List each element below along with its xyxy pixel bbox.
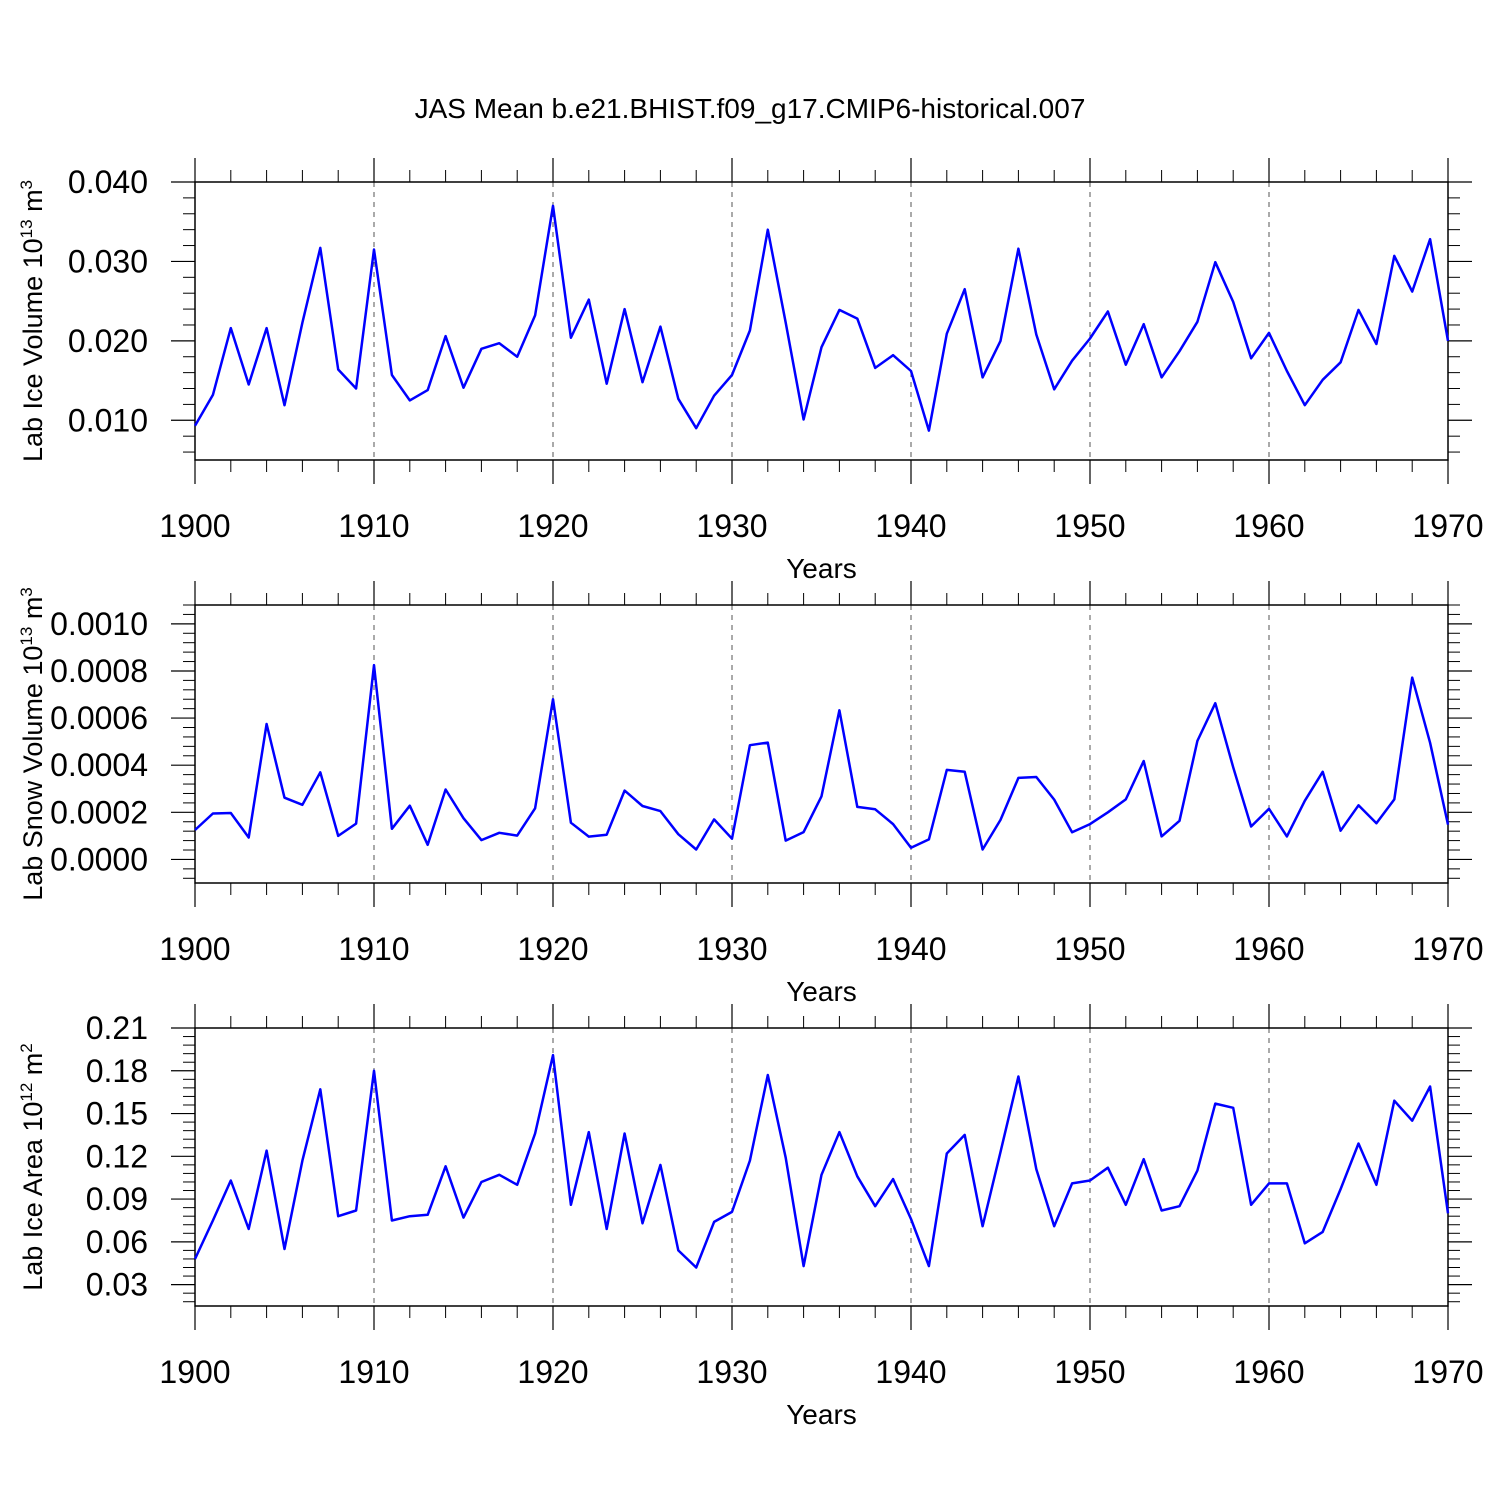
y-tick-label: 0.06: [86, 1224, 148, 1260]
plot-frame: [194, 1027, 1449, 1307]
y-tick-label: 0.030: [68, 243, 148, 279]
x-tick-label: 1950: [1054, 1354, 1125, 1390]
y-axis-label: Lab Ice Volume 1013 m3: [17, 180, 48, 462]
plot-frame: [194, 604, 1449, 884]
x-tick-label: 1900: [159, 1354, 230, 1390]
y-tick-label: 0.12: [86, 1138, 148, 1174]
x-tick-label: 1910: [338, 1354, 409, 1390]
y-label-text: m: [18, 597, 48, 627]
panel-ice-area: 1900 1910 1920 1930 1940 1950 1960 1970 0.03 0.06…: [17, 1004, 1484, 1430]
y-label-superscript: 2: [17, 1043, 36, 1052]
x-tick-label: 1930: [696, 1354, 767, 1390]
x-tick-label: 1920: [517, 1354, 588, 1390]
y-label-text: Lab Snow Volume 10: [18, 646, 48, 901]
x-tick-label: 1960: [1233, 1354, 1304, 1390]
y-tick-label: 0.020: [68, 323, 148, 359]
x-tick-label: 1940: [875, 508, 946, 544]
x-tick-label: 1940: [875, 1354, 946, 1390]
y-label-text: m: [18, 189, 48, 219]
y-axis-label: Lab Snow Volume 1013 m3: [17, 587, 48, 901]
x-axis-label: Years: [786, 1399, 857, 1430]
y-label-superscript: 12: [17, 1083, 36, 1102]
x-tick-label: 1920: [517, 508, 588, 544]
x-tick-label: 1900: [159, 508, 230, 544]
x-tick-label: 1920: [517, 931, 588, 967]
x-tick-label: 1970: [1412, 1354, 1483, 1390]
x-tick-label: 1900: [159, 931, 230, 967]
y-tick-label: 0.0002: [50, 794, 148, 830]
x-tick-label: 1950: [1054, 508, 1125, 544]
y-tick-label: 0.010: [68, 402, 148, 438]
y-label-text: Lab Ice Volume 10: [18, 238, 48, 462]
y-tick-label: 0.0000: [50, 841, 148, 877]
x-tick-label: 1940: [875, 931, 946, 967]
x-axis-label: Years: [786, 976, 857, 1007]
y-tick-label: 0.15: [86, 1096, 148, 1132]
y-tick-label: 0.18: [86, 1053, 148, 1089]
chart-title: JAS Mean b.e21.BHIST.f09_g17.CMIP6-histo…: [415, 93, 1086, 124]
x-tick-label: 1930: [696, 508, 767, 544]
x-axis-label: Years: [786, 553, 857, 584]
y-label-text: Lab Ice Area 10: [18, 1102, 48, 1291]
y-tick-label: 0.040: [68, 164, 148, 200]
series-line: [194, 663, 1450, 851]
x-tick-label: 1910: [338, 508, 409, 544]
y-label-text: m: [18, 1053, 48, 1083]
y-tick-label: 0.0008: [50, 653, 148, 689]
y-label-superscript: 13: [17, 219, 36, 238]
series-line: [193, 1053, 1450, 1269]
y-tick-label: 0.03: [86, 1267, 148, 1303]
panel-snow-volume: 1900 1910 1920 1930 1940 1950 1960 1970 0.0000 0.…: [17, 581, 1484, 1007]
x-tick-label: 1930: [696, 931, 767, 967]
x-tick-label: 1960: [1233, 931, 1304, 967]
y-tick-label: 0.0006: [50, 700, 148, 736]
x-tick-label: 1970: [1412, 508, 1483, 544]
x-tick-label: 1910: [338, 931, 409, 967]
y-axis-label: Lab Ice Area 1012 m2: [17, 1043, 48, 1291]
y-tick-label: 0.21: [86, 1010, 148, 1046]
y-label-superscript: 3: [17, 180, 36, 189]
y-label-superscript: 3: [17, 587, 36, 596]
x-tick-label: 1950: [1054, 931, 1125, 967]
y-tick-label: 0.0010: [50, 606, 148, 642]
y-tick-label: 0.09: [86, 1181, 148, 1217]
x-tick-label: 1970: [1412, 931, 1483, 967]
y-tick-label: 0.0004: [50, 747, 148, 783]
series-line: [193, 204, 1450, 432]
x-tick-label: 1960: [1233, 508, 1304, 544]
y-label-superscript: 13: [17, 627, 36, 646]
panel-ice-volume: 1900 1910 1920 1930 1940 1950 1960 1970 0.010 0.0…: [17, 158, 1484, 584]
plot-frame: [194, 181, 1449, 461]
